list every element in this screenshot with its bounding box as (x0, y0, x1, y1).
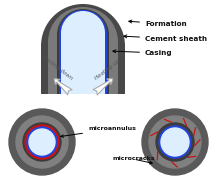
Circle shape (149, 116, 201, 168)
Text: Casing: Casing (113, 50, 173, 56)
Text: Formation: Formation (129, 20, 187, 27)
Text: Heating up: Heating up (94, 58, 121, 81)
Circle shape (156, 123, 194, 161)
Circle shape (29, 129, 55, 155)
Text: Cooling down: Cooling down (41, 54, 73, 81)
PathPatch shape (59, 10, 107, 94)
Text: Cement sheath: Cement sheath (124, 35, 207, 42)
Circle shape (9, 109, 75, 175)
Circle shape (23, 123, 61, 161)
Circle shape (27, 127, 57, 157)
Text: microcracks: microcracks (112, 156, 155, 164)
PathPatch shape (61, 11, 105, 94)
PathPatch shape (57, 9, 109, 94)
Circle shape (161, 128, 189, 156)
Text: microannulus: microannulus (61, 126, 136, 137)
Circle shape (159, 126, 191, 158)
Circle shape (16, 116, 68, 168)
PathPatch shape (41, 4, 125, 94)
PathPatch shape (48, 7, 118, 94)
Circle shape (25, 125, 59, 159)
Circle shape (142, 109, 208, 175)
